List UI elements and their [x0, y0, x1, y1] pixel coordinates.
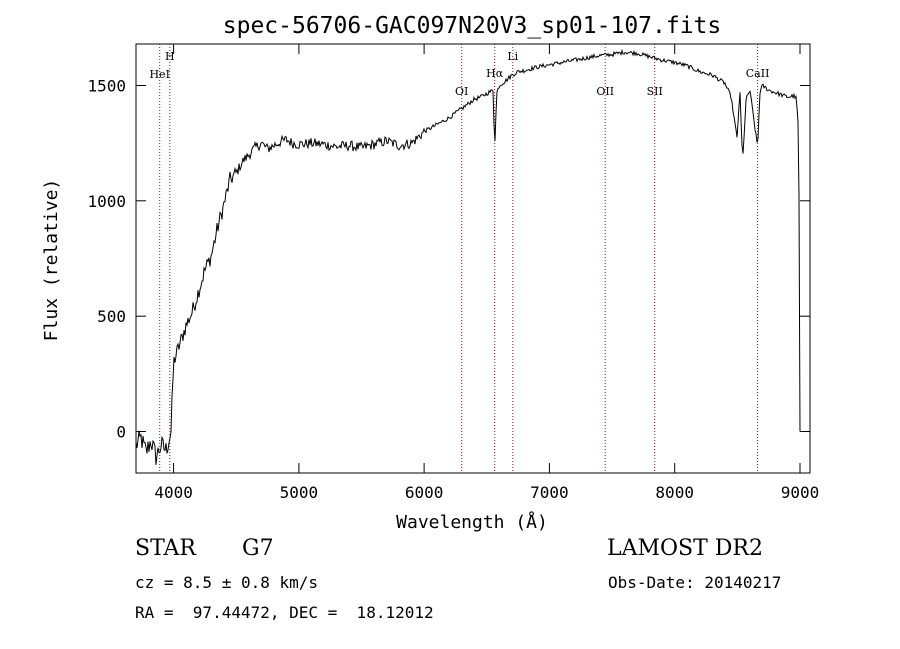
line-marker-label: CaII [746, 67, 770, 80]
spectral-subclass: G7 [242, 536, 274, 561]
chart-title: spec-56706-GAC097N20V3_sp01-107.fits [223, 13, 722, 39]
line-marker-label: H [165, 50, 175, 63]
x-axis-label: Wavelength (Å) [396, 511, 548, 533]
ra-dec-coordinates: RA = 97.44472, DEC = 18.12012 [135, 603, 434, 622]
line-marker-label: OI [455, 85, 468, 98]
object-class: STAR [135, 536, 196, 561]
line-marker-label: HeI [149, 68, 169, 81]
y-tick-label: 1000 [87, 192, 126, 211]
redshift-velocity: cz = 8.5 ± 0.8 km/s [135, 573, 319, 592]
spectrum-line [135, 48, 801, 465]
line-marker-label: Hα [486, 67, 504, 80]
x-tick-label: 5000 [280, 483, 319, 502]
x-tick-label: 7000 [530, 483, 569, 502]
y-tick-label: 1500 [87, 77, 126, 96]
line-marker-label: Li [507, 50, 518, 63]
y-tick-label: 0 [116, 423, 126, 442]
y-axis-label: Flux (relative) [41, 179, 62, 342]
line-marker-label: SII [647, 85, 663, 98]
survey-name: LAMOST DR2 [607, 536, 763, 561]
observation-date: Obs-Date: 20140217 [608, 573, 782, 592]
plot-frame [135, 43, 811, 474]
axis-ticks: 4000 5000 6000 7000 8000 9000 0 500 1000 1500 [87, 44, 819, 502]
x-tick-label: 6000 [405, 483, 444, 502]
x-tick-label: 8000 [655, 483, 694, 502]
x-tick-label: 9000 [781, 483, 820, 502]
line-marker-label: OII [596, 85, 614, 98]
y-tick-label: 500 [97, 307, 126, 326]
x-tick-label: 4000 [154, 483, 193, 502]
